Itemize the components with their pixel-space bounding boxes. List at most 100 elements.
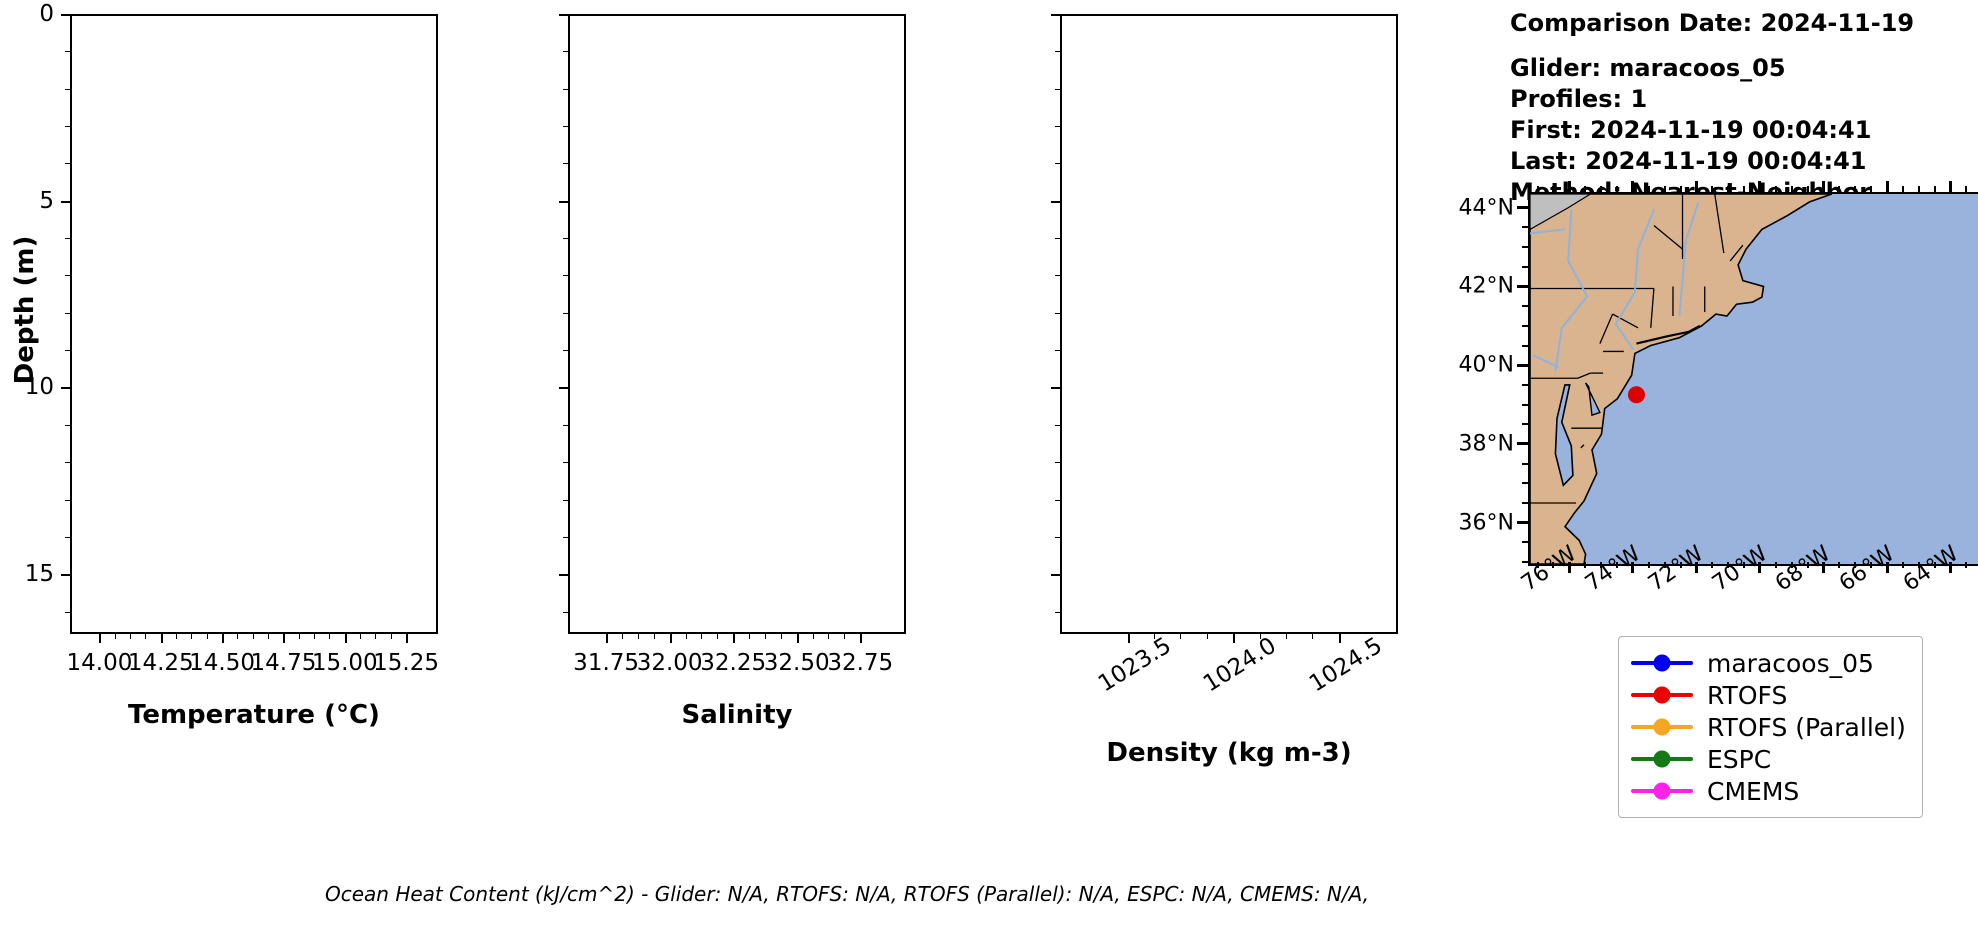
map-lat-minor-tick	[1522, 246, 1528, 249]
x-axis-tick-label: 14.75	[250, 650, 317, 676]
map-lat-minor-tick	[1522, 442, 1528, 445]
map-lon-top-minor-tick	[1886, 186, 1889, 192]
y-axis-minor-tick	[563, 424, 568, 426]
density-panel	[1060, 14, 1398, 634]
y-axis-tick	[1051, 387, 1060, 390]
x-axis-minor-tick	[622, 634, 623, 639]
map-lon-top-minor-tick	[1552, 186, 1555, 192]
x-axis-tick	[1127, 634, 1130, 643]
legend-item-espc[interactable]: ESPC	[1631, 743, 1906, 775]
x-axis-minor-tick	[298, 634, 300, 639]
map-lon-minor-tick	[1917, 562, 1920, 568]
map-lon-top-minor-tick	[1965, 186, 1968, 192]
x-axis-tick-label: 1024.5	[1304, 632, 1387, 698]
x-axis-minor-tick	[828, 634, 830, 639]
y-axis-tick	[1051, 574, 1060, 577]
legend-line-swatch	[1631, 718, 1693, 736]
y-axis-minor-tick	[1055, 88, 1060, 90]
x-axis-minor-tick	[114, 634, 116, 639]
legend-item-cmems[interactable]: CMEMS	[1631, 775, 1906, 807]
x-axis-tick-label: 32.00	[636, 650, 703, 676]
map-lat-minor-tick	[1522, 364, 1528, 367]
y-axis-minor-tick	[65, 163, 70, 165]
map-lat-minor-tick	[1522, 541, 1528, 544]
y-axis-minor-tick	[1055, 536, 1060, 538]
y-axis-minor-tick	[563, 611, 568, 613]
temperature-axis-label: Temperature (°C)	[128, 700, 380, 730]
y-axis-minor-tick	[1055, 163, 1060, 165]
first-profile-time-text: First: 2024-11-19 00:04:41	[1510, 116, 1872, 144]
temperature-axes-frame	[70, 14, 438, 634]
map-lon-minor-tick	[1949, 562, 1952, 568]
density-axis-label: Density (kg m-3)	[1106, 738, 1352, 768]
map-lon-minor-tick	[1901, 562, 1904, 568]
map-lon-top-minor-tick	[1536, 186, 1539, 192]
map-lon-minor-tick	[1695, 562, 1698, 568]
x-axis-minor-tick	[176, 634, 178, 639]
map-lon-top-minor-tick	[1727, 186, 1730, 192]
x-axis-minor-tick	[130, 634, 132, 639]
map-lat-minor-tick	[1522, 501, 1528, 504]
x-axis-tick	[344, 634, 347, 643]
x-axis-minor-tick	[1154, 634, 1155, 639]
x-axis-tick	[606, 634, 609, 643]
map-lat-minor-tick	[1522, 324, 1528, 327]
map-lon-minor-tick	[1584, 562, 1587, 568]
map-lat-minor-tick	[1522, 403, 1528, 406]
map-lon-minor-tick	[1838, 562, 1841, 568]
legend-label: RTOFS (Parallel)	[1707, 712, 1906, 742]
location-map[interactable]	[1528, 192, 1978, 566]
depth-tick-label: 5	[39, 187, 54, 214]
y-axis-minor-tick	[563, 51, 568, 53]
map-lon-minor-tick	[1600, 562, 1603, 568]
y-axis-minor-tick	[65, 238, 70, 240]
y-axis-minor-tick	[563, 462, 568, 464]
x-axis-minor-tick	[206, 634, 208, 639]
x-axis-tick-label: 15.00	[311, 650, 378, 676]
legend-item-maracoos-05[interactable]: maracoos_05	[1631, 647, 1906, 679]
legend-item-rtofs[interactable]: RTOFS	[1631, 679, 1906, 711]
x-axis-tick-label: 14.00	[66, 650, 133, 676]
map-lon-minor-tick	[1822, 562, 1825, 568]
map-lat-label: 36°N	[1458, 510, 1514, 536]
y-axis-minor-tick	[563, 499, 568, 501]
map-lon-minor-tick	[1790, 562, 1793, 568]
y-axis-minor-tick	[65, 424, 70, 426]
map-lat-minor-tick	[1522, 344, 1528, 347]
x-axis-tick-label: 32.75	[827, 650, 894, 676]
map-lon-minor-tick	[1663, 562, 1666, 568]
x-axis-tick	[733, 634, 736, 643]
x-axis-tick-label: 32.50	[763, 650, 830, 676]
map-lon-top-minor-tick	[1870, 186, 1873, 192]
y-axis-minor-tick	[1055, 424, 1060, 426]
x-axis-minor-tick	[252, 634, 254, 639]
map-lon-minor-tick	[1806, 562, 1809, 568]
y-axis-tick	[559, 574, 568, 577]
legend-line-swatch	[1631, 782, 1693, 800]
x-axis-minor-tick	[390, 634, 392, 639]
legend-label: CMEMS	[1707, 776, 1800, 806]
legend-item-rtofs-parallel[interactable]: RTOFS (Parallel)	[1631, 711, 1906, 743]
map-lat-minor-tick	[1522, 226, 1528, 229]
map-lat-minor-tick	[1522, 265, 1528, 268]
y-axis-tick	[61, 14, 70, 16]
x-axis-minor-tick	[1286, 634, 1288, 639]
map-lon-top-minor-tick	[1838, 186, 1841, 192]
y-axis-minor-tick	[1055, 51, 1060, 53]
temperature-panel	[70, 14, 438, 634]
x-axis-tick	[160, 634, 163, 643]
map-lon-minor-tick	[1679, 562, 1682, 568]
map-lon-minor-tick	[1774, 562, 1777, 568]
x-axis-tick	[283, 634, 286, 643]
map-lat-minor-tick	[1522, 383, 1528, 386]
map-lon-top-minor-tick	[1743, 186, 1746, 192]
series-legend[interactable]: maracoos_05 RTOFS RTOFS (Parallel) ESPC CMEM…	[1618, 636, 1923, 818]
y-axis-minor-tick	[65, 350, 70, 352]
y-axis-tick	[559, 387, 568, 390]
comparison-date-text: Comparison Date: 2024-11-19	[1510, 9, 1915, 37]
x-axis-tick-label: 1023.5	[1093, 632, 1176, 698]
x-axis-tick	[796, 634, 799, 643]
map-lon-minor-tick	[1552, 562, 1555, 568]
profiles-count-text: Profiles: 1	[1510, 85, 1648, 113]
map-lon-minor-tick	[1758, 562, 1761, 568]
